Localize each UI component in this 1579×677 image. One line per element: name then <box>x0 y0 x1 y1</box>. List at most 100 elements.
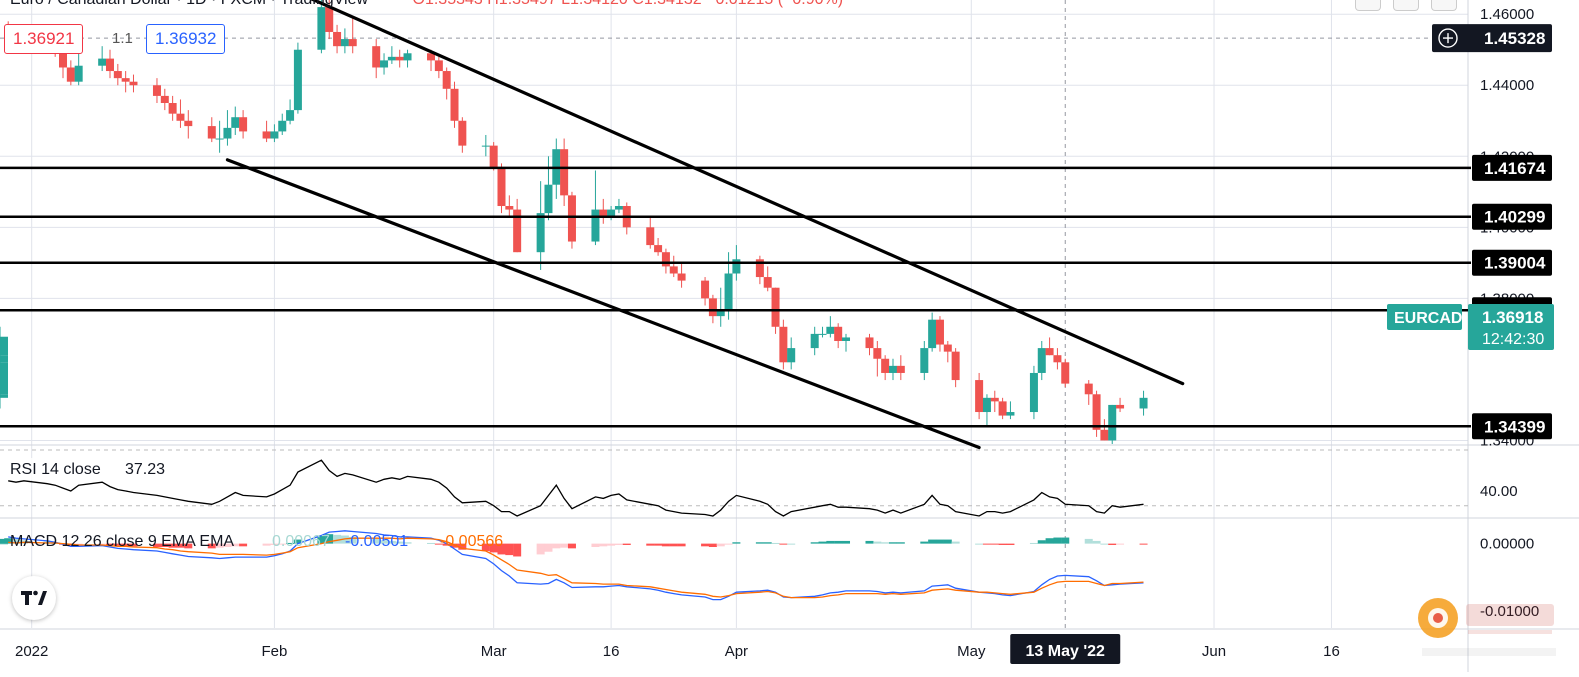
sell-price: 1.36921 <box>13 29 75 48</box>
candle-body <box>935 319 944 345</box>
macd-histogram-bar <box>458 543 467 550</box>
pane-maximize-button[interactable] <box>1431 0 1457 11</box>
last-price-label: 1.36918 <box>1482 308 1543 327</box>
macd-histogram-bar <box>286 542 295 544</box>
time-tick-label: May <box>957 643 986 660</box>
candle-body <box>176 113 185 121</box>
macd-histogram-bar <box>12 538 21 544</box>
candle-body <box>340 39 349 47</box>
candle-body <box>1029 372 1038 413</box>
macd-histogram-bar <box>943 539 952 544</box>
macd-histogram-bar <box>207 543 216 549</box>
candle-body <box>1100 429 1109 441</box>
macd-histogram-bar <box>622 543 631 545</box>
rsi-tick-label: 40.00 <box>1480 483 1518 500</box>
candle-body <box>184 120 193 127</box>
macd-histogram-bar <box>763 542 772 544</box>
macd-histogram-bar <box>1029 542 1038 544</box>
candle-body <box>646 227 655 246</box>
candle-body <box>888 365 897 373</box>
candle-body <box>348 39 357 47</box>
macd-histogram-bar <box>873 541 882 544</box>
source-watermark <box>1412 598 1572 672</box>
chart-header: Euro / Canadian Dollar · 1D · FXCM · Tra… <box>10 0 843 9</box>
candle-body <box>278 120 287 132</box>
candle-body <box>724 273 733 310</box>
rsi-legend-label: RSI 14 close <box>10 461 101 478</box>
candle-body <box>372 46 381 68</box>
time-tick-label: Jun <box>1202 643 1226 660</box>
candle-body <box>262 131 271 139</box>
time-tick-label: Feb <box>261 643 287 660</box>
grid <box>0 0 1468 628</box>
price-tick-label: 1.46000 <box>1480 6 1534 23</box>
macd-histogram-bar <box>677 543 686 547</box>
macd-histogram-bar <box>1139 543 1148 545</box>
macd-histogram-bar <box>779 543 788 545</box>
macd-histogram-bar <box>489 543 498 553</box>
macd-histogram-bar <box>951 541 960 544</box>
time-tick-label: 16 <box>1323 643 1340 660</box>
macd-legend-label: MACD 12 26 close 9 EMA EMA <box>10 533 234 550</box>
candle-body <box>951 351 960 381</box>
macd-histogram-bar <box>513 543 522 557</box>
macd-histogram-bar <box>168 543 177 548</box>
candle-body <box>677 273 686 281</box>
rsi-pane: 40.00 RSI 14 close 37.23 <box>6 458 1518 517</box>
macd-histogram-bar <box>607 543 616 546</box>
rsi-legend-bg <box>6 458 151 480</box>
ohlc-readout: O1.35343 H1.35497 L1.34120 C1.34132 −0.0… <box>413 0 844 8</box>
macd-histogram-bar <box>771 542 780 544</box>
macd-legend-value: -0.00566 <box>440 533 503 550</box>
macd-histogram-bar <box>427 542 436 544</box>
pane-close-button[interactable] <box>1393 0 1419 11</box>
rsi-legend-value: 37.23 <box>125 461 165 478</box>
macd-histogram-bar <box>881 542 890 544</box>
macd-histogram-bar <box>395 541 404 544</box>
candle-body <box>317 7 326 50</box>
candle-body <box>223 127 232 139</box>
buy-button[interactable]: 1.36932 <box>146 24 226 54</box>
candle-body <box>403 53 412 61</box>
macd-signal-line <box>8 537 1144 599</box>
macd-histogram-bar <box>434 543 443 545</box>
symbol-tag-label: EURCAD <box>1394 310 1462 327</box>
macd-histogram-bar <box>239 543 248 547</box>
level-price-tag <box>1472 203 1552 230</box>
macd-histogram-bar <box>544 543 553 552</box>
crosshair-date-label: 13 May '22 <box>1026 643 1106 660</box>
sell-button[interactable]: 1.36921 <box>4 24 84 54</box>
candle-body <box>560 149 569 196</box>
macd-histogram-bar <box>935 539 944 544</box>
candle-body <box>716 309 725 317</box>
candle-body <box>614 206 623 210</box>
candle-body <box>113 71 122 79</box>
tradingview-logo[interactable] <box>12 576 56 620</box>
candle-body <box>834 326 843 341</box>
candle-body <box>928 319 937 349</box>
macd-histogram-bar <box>74 543 83 545</box>
macd-histogram-bar <box>105 543 114 545</box>
macd-histogram-bar <box>982 543 991 545</box>
candle-body <box>215 138 224 140</box>
macd-histogram-bar <box>708 543 717 547</box>
macd-histogram-bar <box>920 541 929 544</box>
rsi-line <box>8 459 1144 517</box>
macd-histogram-bar <box>317 535 326 544</box>
candle-body <box>1092 394 1101 430</box>
level-price-label: 1.34399 <box>1484 417 1545 436</box>
candle-body <box>654 245 663 253</box>
buy-price: 1.36932 <box>155 29 217 48</box>
macd-histogram-bar <box>0 543 8 545</box>
candle-body <box>387 56 396 61</box>
macd-histogram-bar <box>1116 543 1125 545</box>
macd-histogram-bar <box>661 543 670 547</box>
price-axis: 1.460001.440001.420001.400001.380001.340… <box>1387 6 1554 449</box>
add-level-icon-plus <box>1443 33 1453 44</box>
macd-histogram-bar <box>787 543 796 545</box>
macd-histogram-bar <box>184 543 193 549</box>
candle-body <box>755 259 764 278</box>
candle-body <box>505 206 514 210</box>
pane-collapse-button[interactable] <box>1355 0 1381 11</box>
